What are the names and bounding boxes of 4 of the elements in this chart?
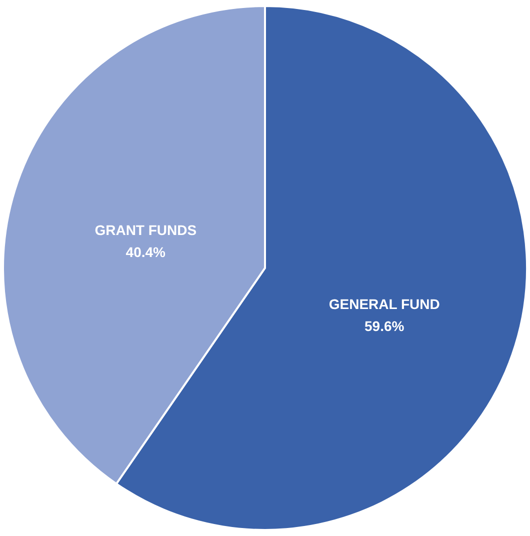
data-label: 59.6% bbox=[364, 318, 405, 334]
slice-label: GRANT FUNDS bbox=[94, 222, 197, 238]
data-label: 40.4% bbox=[126, 244, 166, 260]
slice-label: GENERAL FUND bbox=[328, 296, 440, 312]
